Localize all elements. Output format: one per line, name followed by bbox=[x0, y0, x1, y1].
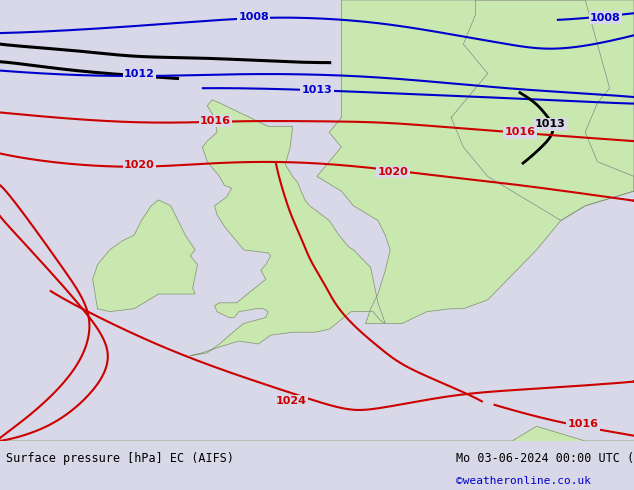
Text: 1008: 1008 bbox=[590, 13, 621, 23]
Text: 1013: 1013 bbox=[302, 84, 332, 95]
Polygon shape bbox=[93, 200, 198, 312]
Text: Mo 03-06-2024 00:00 UTC (06+18): Mo 03-06-2024 00:00 UTC (06+18) bbox=[456, 452, 634, 465]
Polygon shape bbox=[0, 426, 634, 490]
Text: 1020: 1020 bbox=[378, 167, 408, 177]
Text: 1016: 1016 bbox=[568, 419, 598, 429]
Text: 1016: 1016 bbox=[200, 116, 231, 126]
Text: 1016: 1016 bbox=[505, 127, 535, 137]
Text: Surface pressure [hPa] EC (AIFS): Surface pressure [hPa] EC (AIFS) bbox=[6, 452, 235, 465]
Polygon shape bbox=[451, 0, 634, 220]
Text: 1013: 1013 bbox=[535, 120, 566, 129]
Polygon shape bbox=[317, 0, 634, 323]
Polygon shape bbox=[190, 100, 385, 356]
Text: 1020: 1020 bbox=[124, 160, 155, 171]
Text: 1012: 1012 bbox=[124, 69, 155, 79]
Text: 1024: 1024 bbox=[276, 396, 307, 406]
Text: ©weatheronline.co.uk: ©weatheronline.co.uk bbox=[456, 476, 592, 486]
Text: 1008: 1008 bbox=[238, 12, 269, 22]
